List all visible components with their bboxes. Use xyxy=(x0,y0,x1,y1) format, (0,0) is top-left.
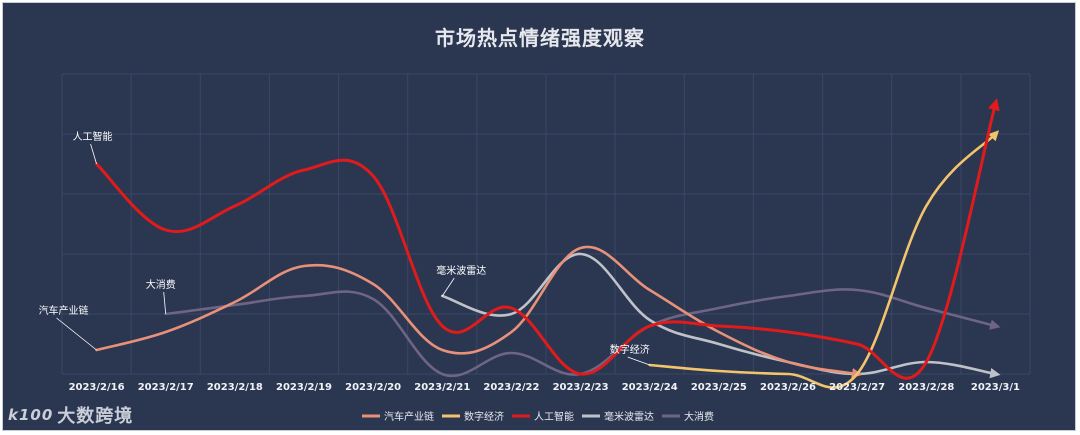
series-line xyxy=(440,252,1001,379)
annotation-label: 毫米波雷达 xyxy=(436,264,486,277)
x-axis-ticks: 2023/2/16 2023/2/17 2023/2/18 2023/2/19 2023… xyxy=(69,382,1020,393)
watermark: k100 大数跨境 xyxy=(8,402,133,428)
annotation-label: 人工智能 xyxy=(73,130,113,143)
x-tick-label: 2023/2/20 xyxy=(345,382,401,393)
annotation-leader xyxy=(163,291,167,315)
legend-item[interactable]: 毫米波雷达 xyxy=(582,410,654,423)
series-lines xyxy=(95,98,1001,389)
series-line xyxy=(648,130,1000,389)
annotation-label: 大消费 xyxy=(146,278,176,291)
x-tick-label: 2023/2/25 xyxy=(691,382,747,393)
x-tick-label: 2023/2/22 xyxy=(483,382,539,393)
series-line xyxy=(164,288,1001,378)
grid-lines xyxy=(61,73,1031,375)
x-tick-label: 2023/2/24 xyxy=(622,382,678,393)
annotation-label: 数字经济 xyxy=(610,343,650,356)
legend[interactable]: 汽车产业链 数字经济 人工智能 毫米波雷达 大消费 xyxy=(362,410,714,423)
x-tick-label: 2023/2/28 xyxy=(898,382,954,393)
annotation-leader xyxy=(627,356,650,366)
legend-label: 毫米波雷达 xyxy=(604,410,654,423)
series-line xyxy=(95,245,863,379)
legend-label: 汽车产业链 xyxy=(384,410,434,423)
watermark-text: 大数跨境 xyxy=(57,406,134,427)
legend-item[interactable]: 数字经济 xyxy=(442,410,504,423)
x-tick-label: 2023/3/1 xyxy=(971,382,1020,393)
annotation-leader xyxy=(56,317,97,351)
x-tick-label: 2023/2/27 xyxy=(829,382,885,393)
legend-label: 数字经济 xyxy=(464,410,504,423)
chart-title: 市场热点情绪强度观察 xyxy=(435,26,645,50)
legend-label: 大消费 xyxy=(684,410,714,423)
series-line xyxy=(95,98,1000,380)
annotation-label: 汽车产业链 xyxy=(39,304,89,317)
x-tick-label: 2023/2/16 xyxy=(69,382,125,393)
annotation-leader xyxy=(90,143,97,165)
x-tick-label: 2023/2/17 xyxy=(138,382,194,393)
legend-item[interactable]: 汽车产业链 xyxy=(362,410,434,423)
x-tick-label: 2023/2/18 xyxy=(207,382,263,393)
legend-item[interactable]: 人工智能 xyxy=(512,410,574,423)
x-tick-label: 2023/2/19 xyxy=(276,382,332,393)
x-tick-label: 2023/2/23 xyxy=(553,382,609,393)
watermark-logo: k100 xyxy=(8,406,54,424)
legend-item[interactable]: 大消费 xyxy=(662,410,714,423)
legend-label: 人工智能 xyxy=(534,410,574,423)
x-tick-label: 2023/2/26 xyxy=(760,382,816,393)
x-tick-label: 2023/2/21 xyxy=(414,382,470,393)
annotation-leader xyxy=(441,277,455,297)
